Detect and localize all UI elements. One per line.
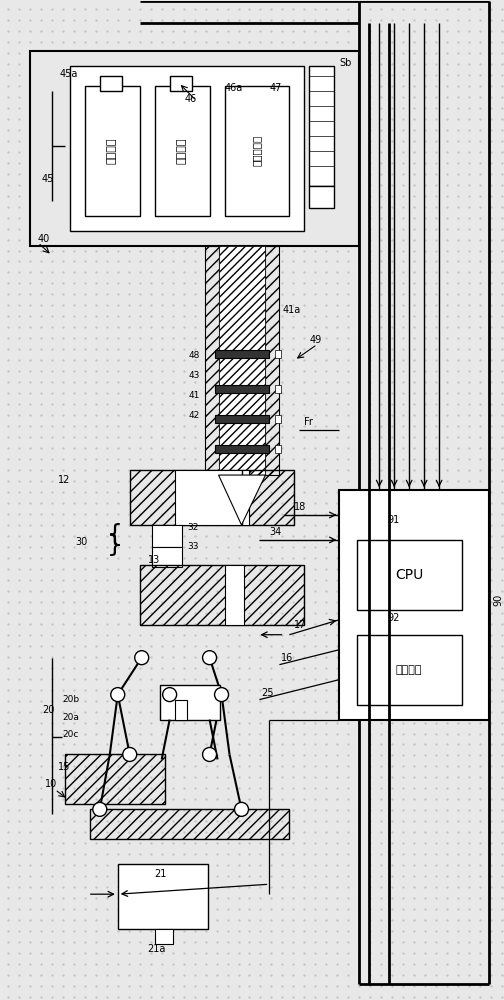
Bar bbox=[155, 929, 173, 944]
Text: 15: 15 bbox=[58, 762, 70, 772]
Text: 注射马达: 注射马达 bbox=[176, 137, 186, 164]
Circle shape bbox=[234, 802, 248, 816]
Bar bbox=[175, 700, 186, 720]
Bar bbox=[275, 415, 281, 423]
Text: Fr: Fr bbox=[304, 417, 313, 427]
Text: 92: 92 bbox=[387, 613, 400, 623]
Bar bbox=[65, 754, 165, 804]
Bar bbox=[219, 246, 266, 475]
Circle shape bbox=[93, 802, 107, 816]
Circle shape bbox=[135, 651, 149, 665]
Text: 20: 20 bbox=[42, 705, 54, 715]
Text: 42: 42 bbox=[188, 411, 200, 420]
Bar bbox=[100, 76, 122, 91]
Bar bbox=[357, 540, 462, 610]
Text: 17: 17 bbox=[294, 620, 307, 630]
Text: 13: 13 bbox=[148, 555, 160, 565]
Circle shape bbox=[215, 688, 228, 702]
Text: 90: 90 bbox=[493, 594, 503, 606]
Text: {: { bbox=[107, 523, 122, 547]
Text: 21: 21 bbox=[155, 869, 167, 879]
Bar bbox=[357, 635, 462, 705]
Bar bbox=[155, 86, 210, 216]
Text: 45a: 45a bbox=[60, 69, 78, 79]
Bar bbox=[215, 385, 270, 393]
Bar bbox=[215, 350, 270, 358]
Bar bbox=[90, 809, 289, 839]
Text: 存储介质: 存储介质 bbox=[396, 665, 422, 675]
Text: 41: 41 bbox=[188, 391, 200, 400]
Text: 40: 40 bbox=[38, 234, 50, 244]
Text: 34: 34 bbox=[270, 527, 282, 537]
Text: 33: 33 bbox=[187, 542, 199, 551]
Polygon shape bbox=[219, 475, 266, 525]
Bar bbox=[140, 565, 304, 625]
Text: 49: 49 bbox=[309, 335, 322, 345]
Text: 计量马达: 计量马达 bbox=[107, 137, 117, 164]
Bar bbox=[30, 51, 359, 246]
Bar bbox=[130, 470, 294, 525]
Text: 32: 32 bbox=[187, 523, 199, 532]
Bar bbox=[225, 565, 244, 625]
Text: 10: 10 bbox=[45, 779, 57, 789]
Bar bbox=[309, 186, 334, 208]
Bar bbox=[170, 76, 192, 91]
Text: 25: 25 bbox=[262, 688, 274, 698]
Bar bbox=[275, 350, 281, 358]
Text: }: } bbox=[107, 533, 123, 557]
Bar bbox=[175, 470, 249, 525]
Text: 45: 45 bbox=[42, 174, 54, 184]
Text: Sb: Sb bbox=[339, 58, 352, 68]
Text: 46a: 46a bbox=[225, 83, 243, 93]
Bar bbox=[225, 86, 289, 216]
Bar bbox=[275, 445, 281, 453]
Text: 20a: 20a bbox=[62, 713, 79, 722]
Bar bbox=[309, 66, 334, 186]
Text: 18: 18 bbox=[294, 502, 306, 512]
Text: 12: 12 bbox=[58, 475, 70, 485]
Bar bbox=[160, 685, 220, 720]
Text: 91: 91 bbox=[387, 515, 400, 525]
Text: 30: 30 bbox=[75, 537, 87, 547]
Circle shape bbox=[163, 688, 176, 702]
Circle shape bbox=[203, 651, 217, 665]
Bar bbox=[205, 246, 219, 475]
Text: 41a: 41a bbox=[282, 305, 301, 315]
Bar bbox=[275, 385, 281, 393]
Circle shape bbox=[123, 747, 137, 761]
Bar bbox=[70, 66, 304, 231]
Text: 48: 48 bbox=[188, 351, 200, 360]
Text: 21a: 21a bbox=[148, 944, 166, 954]
Bar bbox=[339, 490, 489, 720]
Text: CPU: CPU bbox=[395, 568, 423, 582]
Text: 43: 43 bbox=[188, 371, 200, 380]
Text: 47: 47 bbox=[270, 83, 282, 93]
Bar bbox=[118, 864, 208, 929]
Bar bbox=[266, 246, 279, 475]
Bar bbox=[85, 86, 140, 216]
Text: 20b: 20b bbox=[62, 695, 79, 704]
Bar bbox=[152, 547, 181, 567]
Text: 压力检测器: 压力检测器 bbox=[251, 135, 262, 166]
Bar bbox=[152, 525, 181, 547]
Bar bbox=[215, 415, 270, 423]
Text: 16: 16 bbox=[281, 653, 294, 663]
Circle shape bbox=[111, 688, 125, 702]
Bar bbox=[215, 445, 270, 453]
Text: 46: 46 bbox=[184, 94, 197, 104]
Circle shape bbox=[203, 747, 217, 761]
Text: 20c: 20c bbox=[62, 730, 78, 739]
